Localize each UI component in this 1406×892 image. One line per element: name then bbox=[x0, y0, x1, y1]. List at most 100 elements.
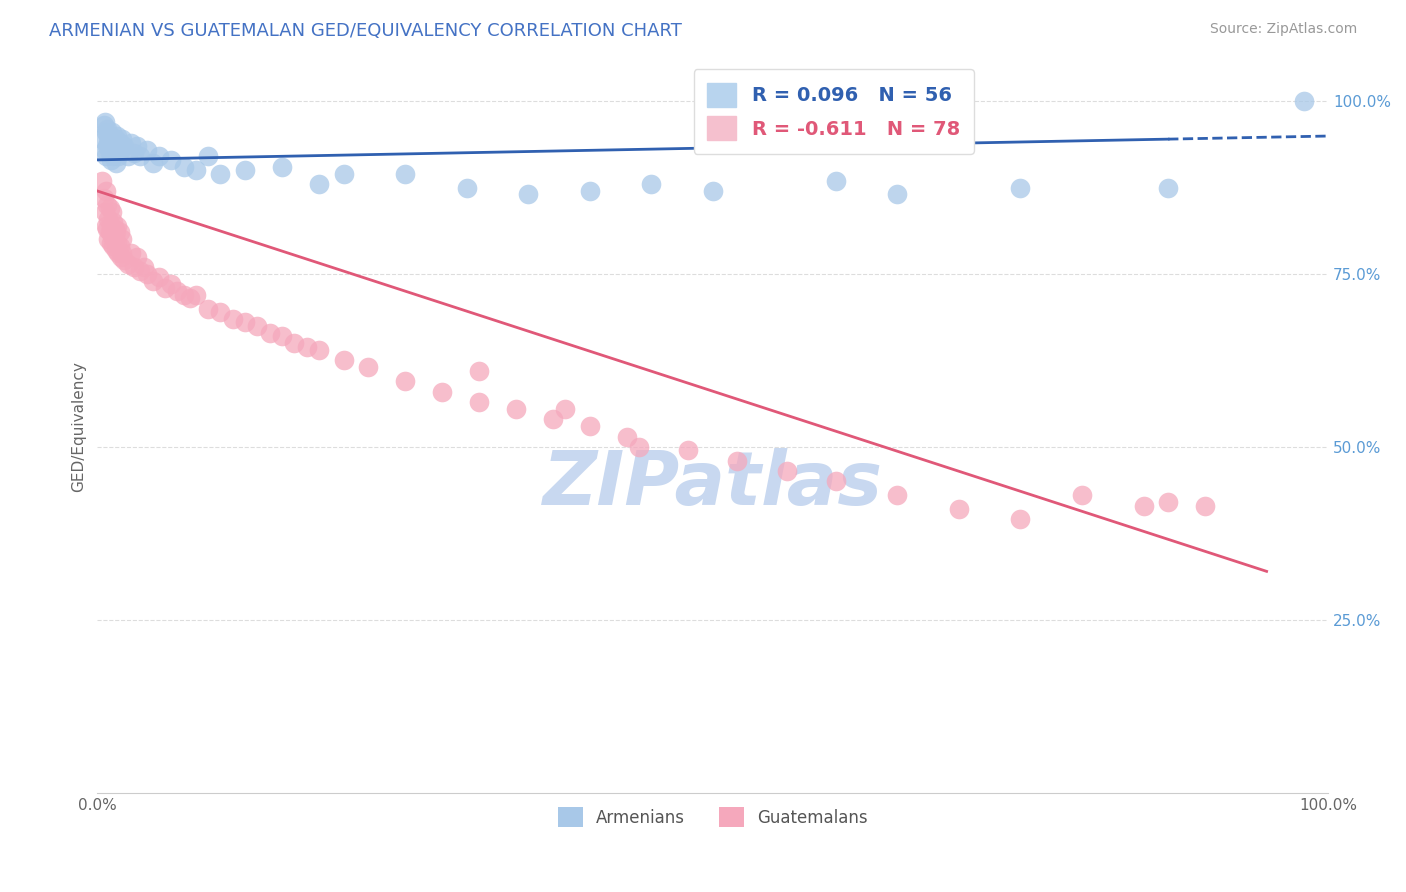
Point bbox=[948, 502, 970, 516]
Point bbox=[824, 173, 846, 187]
Point bbox=[94, 125, 117, 139]
Point bbox=[1071, 488, 1094, 502]
Point bbox=[101, 204, 124, 219]
Point bbox=[160, 153, 183, 167]
Point bbox=[96, 222, 118, 236]
Point bbox=[104, 226, 127, 240]
Point bbox=[125, 139, 148, 153]
Point bbox=[93, 115, 115, 129]
Point bbox=[554, 401, 576, 416]
Point bbox=[110, 143, 132, 157]
Point bbox=[308, 177, 330, 191]
Point bbox=[96, 198, 118, 212]
Point bbox=[676, 443, 699, 458]
Point bbox=[120, 246, 142, 260]
Point bbox=[148, 270, 170, 285]
Point bbox=[129, 263, 152, 277]
Point bbox=[468, 395, 491, 409]
Point bbox=[97, 232, 120, 246]
Point bbox=[259, 326, 281, 340]
Point bbox=[886, 488, 908, 502]
Point bbox=[93, 204, 115, 219]
Point bbox=[111, 246, 134, 260]
Point bbox=[112, 139, 135, 153]
Point bbox=[125, 250, 148, 264]
Point bbox=[108, 226, 131, 240]
Point bbox=[725, 453, 748, 467]
Point bbox=[105, 235, 128, 250]
Point bbox=[332, 353, 354, 368]
Point bbox=[616, 429, 638, 443]
Point bbox=[107, 246, 129, 260]
Point bbox=[179, 291, 201, 305]
Point bbox=[108, 239, 131, 253]
Point bbox=[135, 267, 157, 281]
Point bbox=[103, 149, 125, 163]
Point bbox=[142, 274, 165, 288]
Point bbox=[93, 191, 115, 205]
Point bbox=[100, 235, 122, 250]
Point bbox=[107, 149, 129, 163]
Point bbox=[108, 136, 131, 150]
Point bbox=[100, 128, 122, 143]
Point bbox=[103, 232, 125, 246]
Point bbox=[129, 149, 152, 163]
Point bbox=[357, 360, 380, 375]
Point bbox=[1157, 180, 1180, 194]
Point bbox=[103, 239, 125, 253]
Point bbox=[271, 329, 294, 343]
Point bbox=[100, 219, 122, 233]
Point bbox=[541, 412, 564, 426]
Legend: Armenians, Guatemalans: Armenians, Guatemalans bbox=[550, 798, 876, 836]
Point bbox=[142, 156, 165, 170]
Point bbox=[120, 136, 142, 150]
Point bbox=[184, 287, 207, 301]
Point bbox=[96, 121, 118, 136]
Point bbox=[166, 285, 188, 299]
Point bbox=[1292, 94, 1315, 108]
Point bbox=[209, 167, 232, 181]
Point bbox=[103, 143, 125, 157]
Point bbox=[1194, 499, 1216, 513]
Point bbox=[1157, 495, 1180, 509]
Point bbox=[209, 305, 232, 319]
Point bbox=[101, 139, 124, 153]
Point bbox=[117, 149, 139, 163]
Point bbox=[117, 257, 139, 271]
Point bbox=[197, 149, 219, 163]
Point bbox=[148, 149, 170, 163]
Point bbox=[886, 187, 908, 202]
Point bbox=[160, 277, 183, 292]
Point bbox=[97, 211, 120, 226]
Text: ARMENIAN VS GUATEMALAN GED/EQUIVALENCY CORRELATION CHART: ARMENIAN VS GUATEMALAN GED/EQUIVALENCY C… bbox=[49, 22, 682, 40]
Point bbox=[96, 139, 118, 153]
Point bbox=[94, 184, 117, 198]
Point bbox=[93, 118, 115, 132]
Point bbox=[135, 143, 157, 157]
Point bbox=[103, 222, 125, 236]
Point bbox=[98, 202, 121, 216]
Point bbox=[97, 136, 120, 150]
Point bbox=[110, 250, 132, 264]
Point bbox=[824, 475, 846, 489]
Point bbox=[233, 315, 256, 329]
Point bbox=[1010, 180, 1032, 194]
Point bbox=[153, 281, 176, 295]
Text: Source: ZipAtlas.com: Source: ZipAtlas.com bbox=[1209, 22, 1357, 37]
Point bbox=[124, 260, 146, 274]
Point bbox=[94, 149, 117, 163]
Point bbox=[103, 215, 125, 229]
Point bbox=[98, 145, 121, 160]
Point bbox=[271, 160, 294, 174]
Point bbox=[173, 160, 195, 174]
Point bbox=[775, 464, 797, 478]
Point bbox=[91, 132, 114, 146]
Y-axis label: GED/Equivalency: GED/Equivalency bbox=[72, 360, 86, 491]
Point bbox=[124, 145, 146, 160]
Point bbox=[134, 260, 156, 274]
Point bbox=[640, 177, 662, 191]
Point bbox=[295, 340, 318, 354]
Point bbox=[222, 312, 245, 326]
Point bbox=[101, 125, 124, 139]
Point bbox=[104, 132, 127, 146]
